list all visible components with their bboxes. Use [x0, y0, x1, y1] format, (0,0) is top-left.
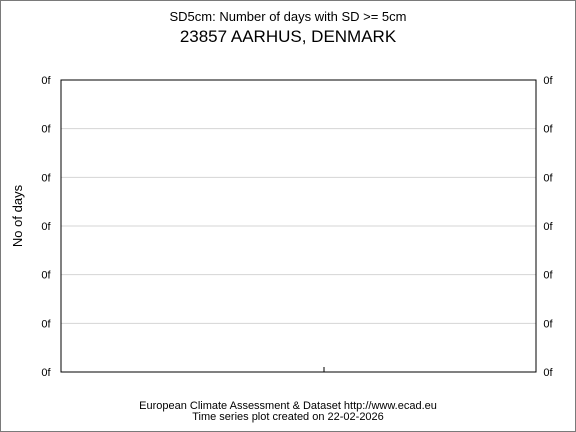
- y-tick-label-right: 0f: [543, 172, 553, 184]
- y-tick-label-left: 0f: [41, 318, 51, 330]
- y-tick-label-right: 0f: [543, 270, 553, 282]
- y-tick-label-right: 0f: [543, 221, 553, 233]
- y-tick-label-left: 0f: [41, 172, 51, 184]
- y-axis-label: No of days: [10, 184, 25, 247]
- plot-area: [60, 79, 537, 373]
- y-axis-ticks-left: 0f 0f 0f 0f 0f 0f 0f: [41, 75, 51, 379]
- y-tick-label-right: 0f: [543, 124, 553, 136]
- footer-created: Time series plot created on 22-02-2026: [192, 411, 384, 423]
- y-tick-label-right: 0f: [543, 367, 553, 379]
- y-tick-label-left: 0f: [41, 124, 51, 136]
- gridlines: [61, 128, 536, 324]
- y-tick-label-right: 0f: [543, 318, 553, 330]
- y-tick-label-right: 0f: [543, 75, 553, 87]
- y-tick-label-left: 0f: [41, 367, 51, 379]
- chart-title: SD5cm: Number of days with SD >= 5cm: [170, 9, 407, 24]
- y-tick-label-left: 0f: [41, 221, 51, 233]
- chart-subtitle: 23857 AARHUS, DENMARK: [180, 27, 397, 46]
- y-tick-label-left: 0f: [41, 270, 51, 282]
- footer-source: European Climate Assessment & Dataset ht…: [139, 400, 437, 412]
- y-axis-ticks-right: 0f 0f 0f 0f 0f 0f 0f: [543, 75, 553, 379]
- y-tick-label-left: 0f: [41, 75, 51, 87]
